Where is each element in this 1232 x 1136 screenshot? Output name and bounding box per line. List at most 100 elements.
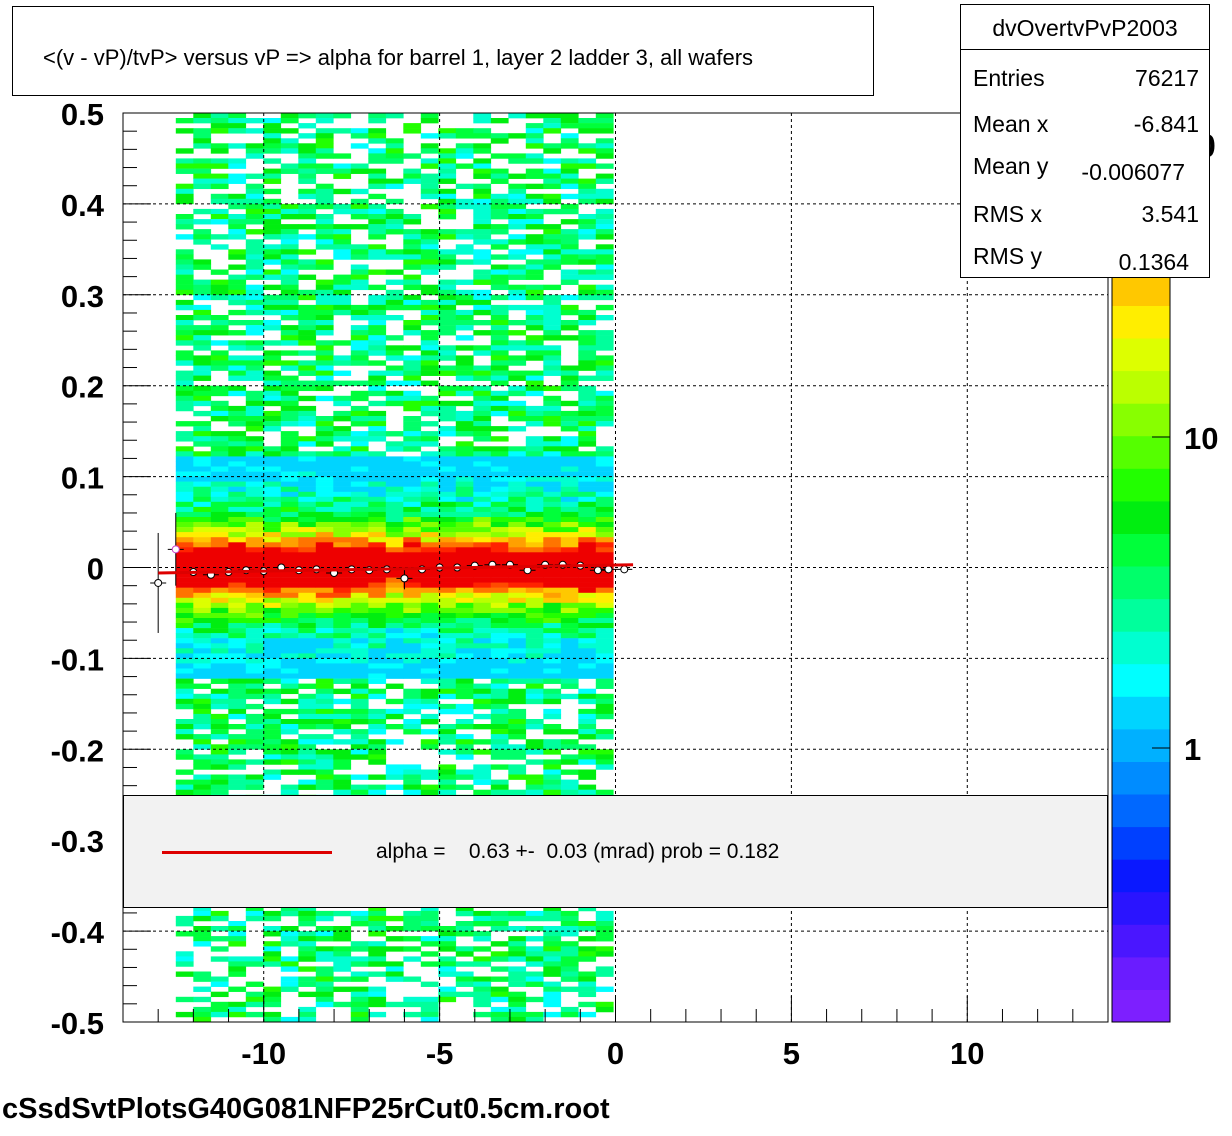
heatmap-cell (315, 698, 334, 705)
heatmap-cell (228, 602, 247, 609)
heatmap-cell (420, 628, 439, 634)
heatmap-cell (525, 370, 544, 376)
heatmap-cell (560, 577, 579, 583)
heatmap-cell (595, 405, 614, 412)
heatmap-cell (368, 951, 387, 957)
heatmap-cell (368, 713, 387, 720)
heatmap-cell (543, 501, 562, 508)
heatmap-cell (525, 284, 544, 291)
heatmap-cell (420, 340, 439, 346)
x-tick-label: 0 (607, 1036, 624, 1071)
heatmap-cell (455, 153, 474, 159)
heatmap-cell (578, 269, 597, 275)
heatmap-cell (228, 638, 247, 644)
heatmap-cell (368, 527, 387, 533)
heatmap-cell (228, 309, 247, 316)
heatmap-cell (543, 461, 562, 467)
heatmap-cell (298, 350, 317, 356)
heatmap-cell (438, 128, 457, 134)
heatmap-cell (560, 163, 579, 169)
heatmap-cell (543, 309, 562, 316)
heatmap-cell (543, 744, 562, 750)
heatmap-cell (525, 582, 544, 588)
heatmap-cell (543, 623, 562, 629)
heatmap-cell (525, 648, 544, 654)
heatmap-cell (245, 400, 264, 407)
heatmap-cell (508, 557, 527, 563)
heatmap-cell (578, 416, 597, 422)
heatmap-cell (490, 471, 509, 477)
heatmap-cell (368, 910, 387, 917)
heatmap-cell (508, 910, 527, 917)
heatmap-cell (473, 405, 492, 412)
heatmap-cell (420, 264, 439, 270)
heatmap-cell (333, 532, 352, 538)
heatmap-cell (490, 340, 509, 346)
heatmap-cell (280, 724, 299, 730)
heatmap-cell (350, 350, 369, 356)
heatmap-cell (175, 405, 194, 412)
heatmap-cell (508, 572, 527, 578)
heatmap-cell (525, 976, 544, 982)
heatmap-cell (595, 355, 614, 361)
heatmap-cell (263, 390, 282, 397)
heatmap-cell (228, 926, 247, 932)
heatmap-cell (368, 330, 387, 336)
heatmap-cell (525, 486, 544, 493)
heatmap-cell (228, 562, 247, 568)
heatmap-cell (280, 517, 299, 523)
heatmap-cell (560, 693, 579, 700)
heatmap-cell (543, 532, 562, 538)
heatmap-cell (385, 966, 404, 972)
heatmap-cell (490, 951, 509, 957)
heatmap-cell (420, 552, 439, 558)
heatmap-cell (193, 118, 212, 124)
heatmap-cell (350, 208, 369, 215)
heatmap-cell (595, 966, 614, 972)
heatmap-cell (228, 1001, 247, 1008)
heatmap-cell (193, 587, 212, 594)
heatmap-cell (473, 148, 492, 154)
heatmap-cell (193, 759, 212, 765)
heatmap-cell (403, 567, 422, 573)
heatmap-cell (525, 1011, 544, 1018)
heatmap-cell (455, 572, 474, 578)
heatmap-cell (385, 613, 404, 619)
heatmap-cell (543, 769, 562, 775)
heatmap-cell (473, 976, 492, 982)
heatmap-cell (193, 764, 212, 770)
heatmap-cell (280, 688, 299, 695)
heatmap-cell (473, 668, 492, 674)
heatmap-cell (578, 400, 597, 407)
heatmap-cell (175, 370, 194, 376)
heatmap-cell (280, 698, 299, 705)
heatmap-cell (315, 527, 334, 533)
heatmap-cell (578, 214, 597, 220)
heatmap-cell (508, 668, 527, 674)
heatmap-cell (403, 643, 422, 649)
heatmap-cell (333, 244, 352, 250)
heatmap-cell (298, 905, 317, 912)
heatmap-cell (595, 123, 614, 129)
heatmap-cell (368, 400, 387, 407)
heatmap-cell (175, 1011, 194, 1018)
heatmap-cell (298, 178, 317, 184)
heatmap-cell (333, 749, 352, 755)
heatmap-cell (525, 607, 544, 614)
heatmap-cell (350, 961, 369, 967)
heatmap-cell (175, 668, 194, 674)
heatmap-cell (280, 501, 299, 508)
heatmap-cell (368, 249, 387, 255)
heatmap-cell (578, 315, 597, 321)
heatmap-cell (543, 784, 562, 790)
heatmap-cell (245, 395, 264, 402)
heatmap-cell (350, 269, 369, 275)
heatmap-cell (175, 183, 194, 190)
heatmap-cell (595, 481, 614, 487)
heatmap-cell (508, 628, 527, 634)
heatmap-cell (438, 532, 457, 538)
heatmap-cell (368, 784, 387, 790)
heatmap-cell (245, 562, 264, 568)
heatmap-cell (543, 320, 562, 326)
heatmap-cell (508, 673, 527, 679)
